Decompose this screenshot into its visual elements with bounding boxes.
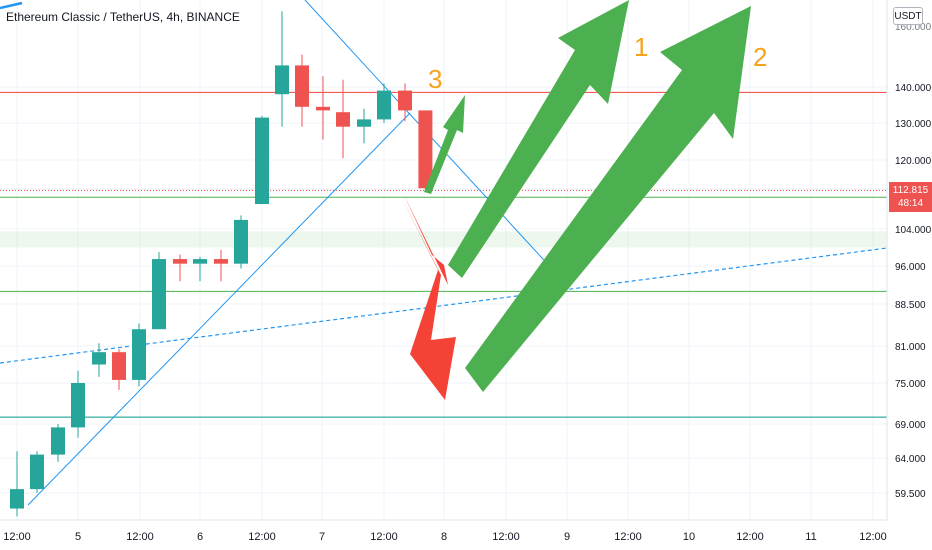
time-axis-label: 12:00	[492, 531, 520, 543]
dashed-trendline	[0, 247, 888, 364]
time-axis-label: 12:00	[736, 531, 764, 543]
candle-body	[418, 110, 433, 189]
price-axis-label: 81.000	[895, 342, 926, 353]
candle-body	[10, 489, 24, 509]
candle	[418, 110, 433, 191]
price-axis-label: 59.500	[895, 489, 926, 500]
price-axis-label: 104.000	[895, 225, 932, 236]
candle-body	[214, 259, 228, 264]
time-axis-label: 12:00	[126, 531, 154, 543]
candle-body	[30, 454, 44, 490]
time-axis-label: 12:00	[370, 531, 398, 543]
candle	[398, 83, 412, 122]
price-axis-label: 96.000	[895, 262, 926, 273]
price-axis-label-partial: 160.000	[895, 22, 932, 33]
time-axis-label: 12:00	[859, 531, 887, 543]
candle-body	[152, 259, 166, 330]
symbol-title: Ethereum Classic / TetherUS, 4h, BINANCE	[6, 10, 240, 24]
arrow-3-green	[424, 95, 465, 194]
annotation-label-1: 1	[634, 32, 649, 62]
candle	[132, 323, 146, 387]
candle-body	[51, 427, 65, 455]
price-axis-label: 69.000	[895, 420, 926, 431]
time-axis-label: 8	[441, 531, 447, 543]
arrow-red-long	[400, 195, 456, 400]
support-zone	[0, 231, 887, 248]
time-axis-label: 12:00	[614, 531, 642, 543]
candle	[377, 83, 391, 123]
time-axis-label: 12:00	[248, 531, 276, 543]
time-axis-label: 7	[319, 531, 325, 543]
arrow-1-green	[448, 0, 629, 278]
candle-body	[193, 259, 207, 264]
candle	[255, 115, 269, 205]
arrow-red-short	[403, 193, 448, 285]
price-axis-label: 64.000	[895, 454, 926, 465]
current-price-badge: 112.815 48:14	[889, 182, 932, 212]
candles-group	[10, 11, 433, 517]
candle-body	[295, 65, 309, 107]
candle-body	[255, 117, 269, 205]
price-axis-label: 88.500	[895, 300, 926, 311]
time-axis-label: 5	[75, 531, 81, 543]
currency-badge[interactable]: USDT	[893, 7, 923, 25]
candle	[173, 254, 187, 282]
time-axis-label: 9	[564, 531, 570, 543]
candle-body	[275, 65, 289, 95]
candle	[152, 252, 166, 330]
annotation-label-2: 2	[753, 42, 768, 72]
candle-body	[132, 329, 146, 380]
grid-group	[0, 0, 887, 520]
candle-body	[71, 383, 85, 428]
ascending-trendline	[27, 112, 411, 506]
candle	[92, 343, 106, 377]
candle-body	[173, 259, 187, 264]
candle	[336, 79, 350, 159]
candle-body	[316, 106, 330, 111]
candle	[275, 11, 289, 127]
candle-body	[398, 90, 412, 111]
candle	[214, 249, 228, 282]
time-axis-label: 12:00	[3, 531, 31, 543]
candle-body	[336, 112, 350, 127]
price-axis-label: 130.000	[895, 119, 932, 130]
descending-trendline	[304, 0, 566, 284]
current-price-value: 112.815	[892, 185, 929, 196]
candle-body	[377, 90, 391, 120]
price-axis-label: 140.000	[895, 83, 932, 94]
candle-body	[112, 352, 126, 380]
candle-body	[357, 119, 371, 127]
price-axis-label: 120.000	[895, 156, 932, 167]
time-axis-label: 6	[197, 531, 203, 543]
candle	[112, 349, 126, 390]
arrow-2-green	[465, 6, 751, 392]
candle-body	[92, 352, 106, 365]
candle	[10, 451, 24, 517]
annotation-label-3: 3	[428, 64, 443, 94]
candle	[316, 76, 330, 140]
time-axis-label: 10	[683, 531, 695, 543]
candle	[71, 370, 85, 438]
candle	[234, 215, 248, 269]
candle	[295, 54, 309, 127]
candle	[51, 424, 65, 462]
price-axis-label: 75.000	[895, 379, 926, 390]
candle	[357, 108, 371, 144]
trendline-fragment	[0, 1, 23, 10]
candle-countdown: 48:14	[897, 198, 924, 209]
candle	[30, 451, 44, 493]
time-axis-label: 11	[805, 531, 816, 543]
candle	[193, 256, 207, 282]
candle-body	[234, 219, 248, 264]
